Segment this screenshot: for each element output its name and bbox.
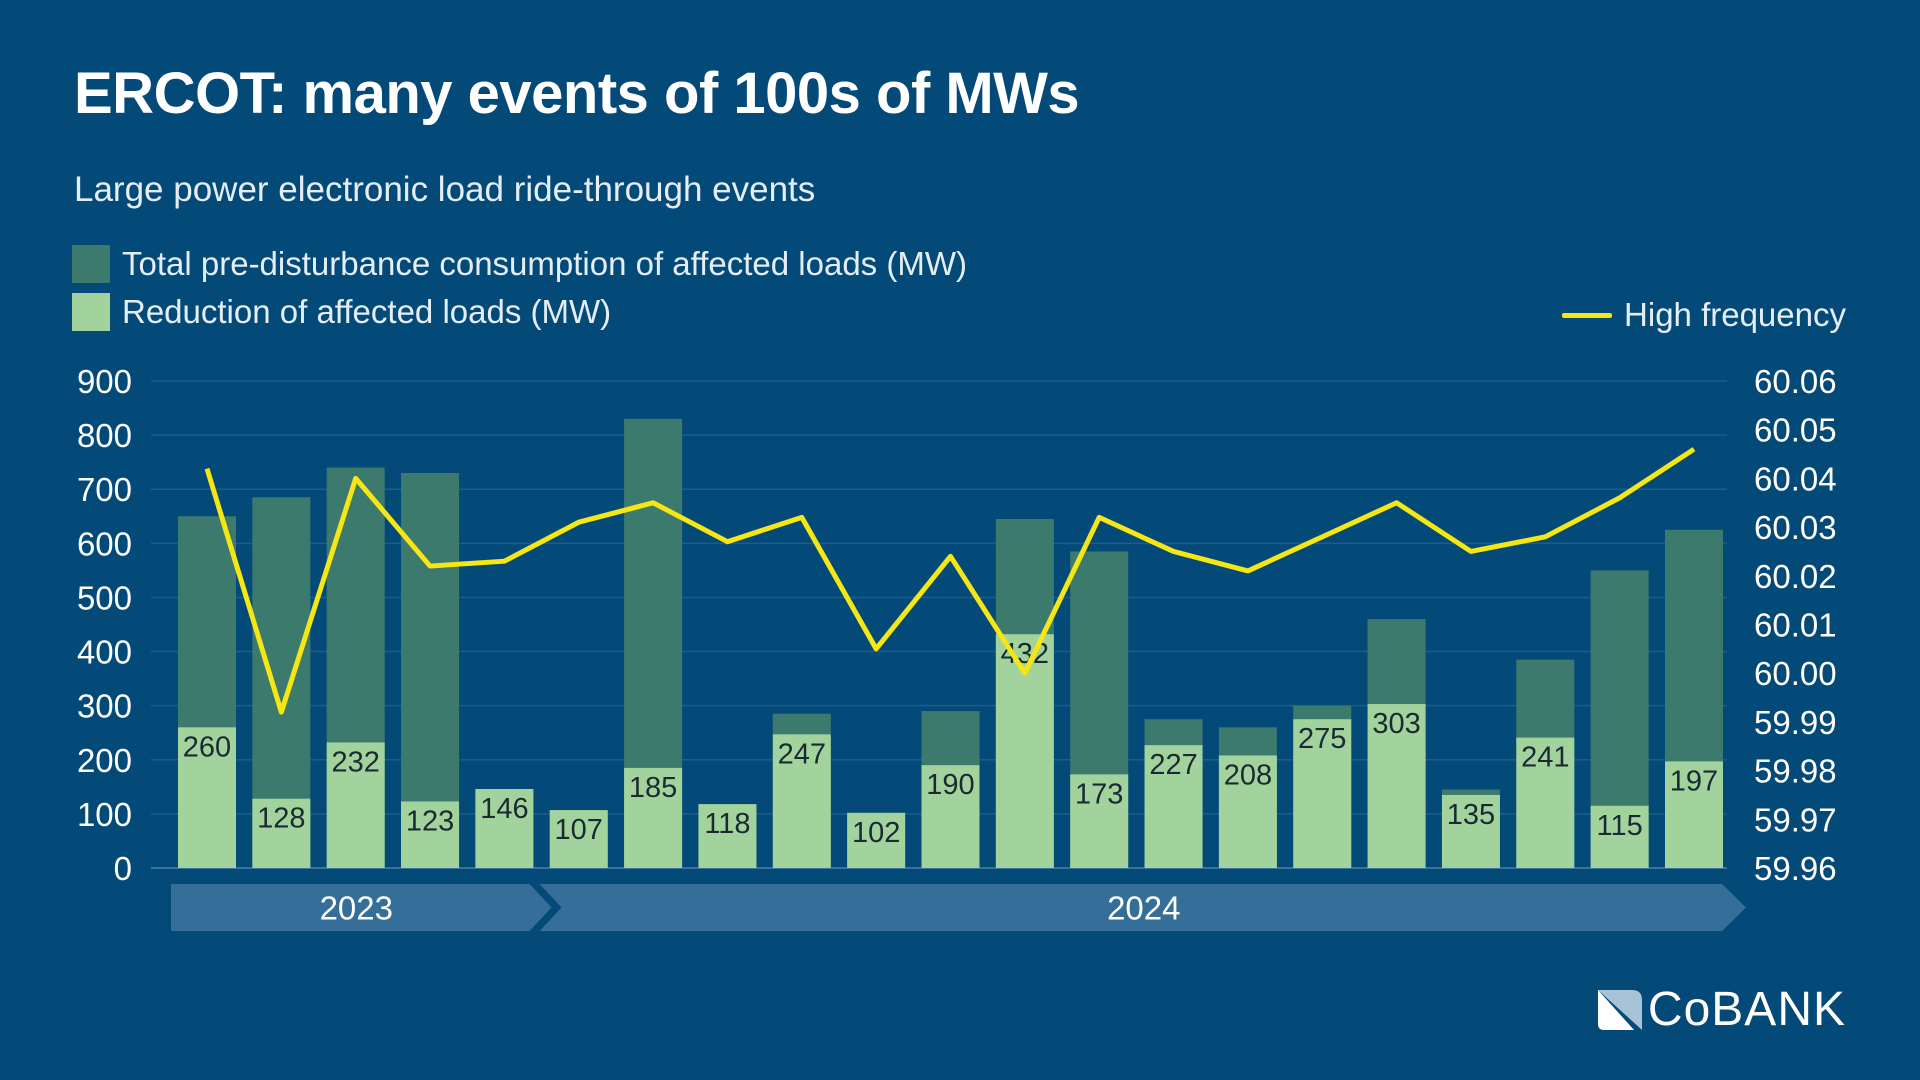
bar-data-label: 107 (555, 814, 603, 846)
bar-data-label: 102 (852, 817, 900, 849)
right-axis-tick-label: 60.00 (1754, 655, 1837, 692)
year-band-2023 (171, 884, 552, 931)
bar-reduction (772, 734, 831, 868)
bar-reduction (1665, 761, 1723, 868)
left-axis-tick-label: 0 (114, 850, 132, 887)
left-axis-tick-label: 500 (77, 579, 132, 616)
legend-item-total: Total pre-disturbance consumption of aff… (72, 245, 967, 283)
legend-label-total: Total pre-disturbance consumption of aff… (122, 245, 967, 282)
left-axis-tick-label: 400 (77, 634, 132, 671)
legend-swatch-reduction (72, 293, 110, 331)
bar-data-label: 146 (480, 793, 528, 825)
left-axis-tick-label: 800 (77, 417, 132, 454)
bar-data-label: 227 (1149, 749, 1197, 781)
right-axis-tick-label: 59.97 (1754, 801, 1837, 838)
bar-data-label: 241 (1521, 742, 1569, 774)
bar-data-label: 260 (183, 731, 231, 763)
bar-reduction (326, 742, 385, 868)
bar-reduction (1441, 794, 1500, 868)
bar-reduction (1218, 755, 1277, 868)
bar-reduction (475, 788, 534, 868)
right-axis-tick-label: 60.02 (1754, 558, 1837, 595)
year-band-2024 (539, 884, 1747, 931)
bar-data-label: 275 (1298, 723, 1346, 755)
legend-line-frequency (1562, 312, 1613, 318)
right-axis-tick-label: 60.04 (1754, 460, 1837, 497)
bar-reduction (1516, 737, 1575, 868)
bar-reduction (252, 798, 311, 868)
year-label-2024: 2024 (1107, 890, 1180, 927)
legend-swatch-total (72, 245, 110, 283)
bar-reduction (921, 765, 980, 868)
bar-reduction (1070, 774, 1129, 868)
bar-data-label: 128 (257, 803, 305, 835)
bar-data-label: 208 (1224, 759, 1272, 791)
cobank-logo: CoBANK (1597, 982, 1846, 1037)
bar-data-label: 197 (1670, 765, 1718, 797)
chart-title: ERCOT: many events of 100s of MWs (74, 61, 1080, 126)
bar-reduction (549, 810, 608, 868)
left-axis-tick-label: 200 (77, 742, 132, 779)
left-axis-tick-label: 600 (77, 525, 132, 562)
bar-data-label: 123 (406, 805, 454, 837)
bar-data-label: 115 (1597, 810, 1643, 842)
bar-data-label: 303 (1372, 708, 1420, 740)
right-axis-tick-label: 59.96 (1754, 850, 1837, 887)
bar-reduction (847, 812, 906, 868)
left-axis-tick-label: 900 (77, 363, 132, 400)
legend-label-frequency: High frequency (1624, 296, 1846, 333)
right-axis-tick-label: 60.03 (1754, 509, 1837, 546)
legend-label-reduction: Reduction of affected loads (MW) (122, 293, 612, 330)
bar-reduction (1367, 704, 1426, 868)
left-axis-tick-label: 700 (77, 471, 132, 508)
bar-data-label: 118 (704, 808, 750, 840)
right-axis-tick-label: 60.05 (1754, 412, 1837, 449)
right-axis-tick-label: 59.98 (1754, 753, 1837, 790)
cobank-logo-icon (1597, 989, 1642, 1030)
right-axis-tick-label: 60.01 (1754, 607, 1837, 644)
bar-reduction (178, 727, 236, 868)
right-axis-tick-label: 60.06 (1754, 363, 1837, 400)
bar-reduction (624, 767, 683, 868)
legend-item-frequency: High frequency (1562, 296, 1846, 334)
bar-reduction (1144, 745, 1203, 868)
left-axis-tick-label: 100 (77, 796, 132, 833)
left-axis-tick-label: 300 (77, 688, 132, 725)
chart-subtitle: Large power electronic load ride-through… (74, 170, 816, 209)
bar-data-label: 173 (1075, 778, 1123, 810)
bar-reduction (1293, 719, 1352, 868)
bar-data-label: 185 (629, 772, 677, 804)
bar-reduction (1590, 805, 1649, 868)
bar-data-label: 135 (1447, 799, 1495, 831)
bar-reduction (698, 804, 757, 868)
cobank-logo-text: CoBANK (1647, 983, 1846, 1036)
bar-reduction (401, 801, 460, 868)
bar-data-label: 247 (778, 738, 826, 770)
bar-data-label: 190 (926, 769, 974, 801)
year-label-2023: 2023 (320, 890, 393, 927)
right-axis-tick-label: 59.99 (1754, 704, 1837, 741)
bar-data-label: 232 (332, 746, 380, 778)
legend-item-reduction: Reduction of affected loads (MW) (72, 293, 611, 331)
